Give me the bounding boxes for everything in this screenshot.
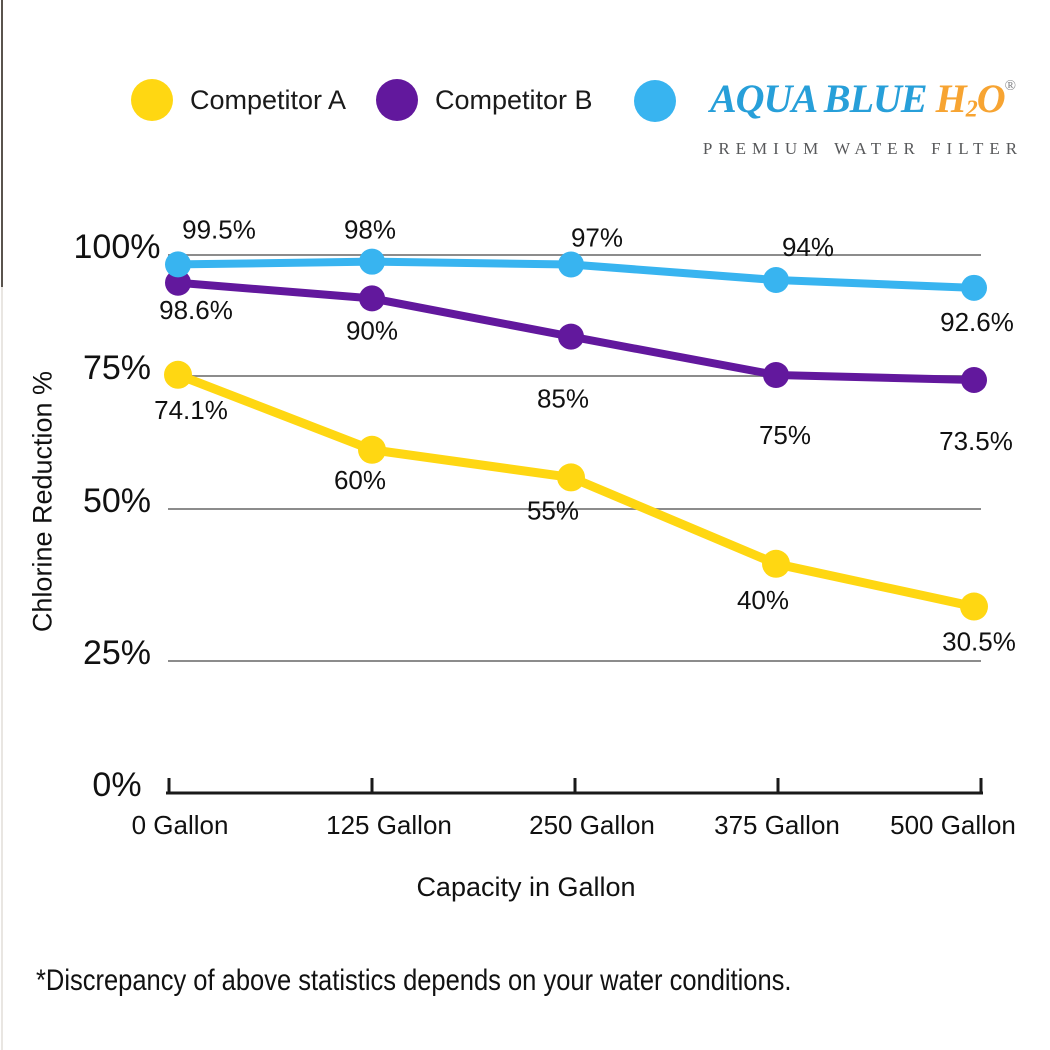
data-point-aqua-blue-h2o-1 — [359, 248, 385, 275]
data-label-aqua-blue-h2o-0: 99.5% — [182, 214, 256, 244]
y-tick-0: 0% — [92, 766, 142, 804]
data-point-competitor-a-3 — [762, 549, 790, 578]
data-label-aqua-blue-h2o-3: 94% — [782, 232, 834, 262]
data-label-competitor-b-2: 85% — [537, 384, 589, 414]
legend-swatch-aqua-blue — [634, 80, 676, 122]
scan-edge-artifact-light — [1, 287, 3, 1050]
brand-logo: AQUA BLUE H2O® PREMIUM WATER FILTER — [688, 60, 1038, 159]
legend-label-competitor-b: Competitor B — [435, 84, 593, 115]
data-point-competitor-b-3 — [763, 362, 789, 388]
data-point-aqua-blue-h2o-4 — [961, 274, 987, 301]
data-label-competitor-a-0: 74.1% — [154, 395, 228, 425]
data-label-competitor-a-4: 30.5% — [942, 627, 1016, 657]
data-point-competitor-b-2 — [558, 323, 584, 350]
registered-trademark-icon: ® — [1004, 78, 1017, 94]
data-point-competitor-b-1 — [359, 285, 385, 312]
data-label-aqua-blue-h2o-1: 98% — [344, 215, 396, 245]
data-label-competitor-b-3: 75% — [759, 420, 811, 450]
x-axis-title: Capacity in Gallon — [416, 872, 636, 902]
data-label-competitor-a-1: 60% — [334, 465, 386, 495]
brand-tagline: PREMIUM WATER FILTER — [702, 139, 1024, 159]
y-tick-100: 100% — [73, 228, 161, 266]
x-tick-125-gallon: 125 Gallon — [326, 810, 452, 840]
brand-name-main: AQUA BLUE — [709, 76, 928, 121]
x-tick-375-gallon: 375 Gallon — [714, 810, 840, 840]
footnote: *Discrepancy of above statistics depends… — [36, 964, 792, 997]
scan-edge-artifact-dark — [1, 0, 3, 287]
data-point-aqua-blue-h2o-2 — [558, 251, 584, 278]
y-axis-title: Chlorine Reduction % — [27, 370, 58, 633]
data-point-competitor-b-0 — [165, 269, 191, 296]
data-label-aqua-blue-h2o-4: 92.6% — [940, 307, 1014, 337]
data-point-competitor-a-1 — [358, 435, 386, 464]
data-label-aqua-blue-h2o-2: 97% — [571, 223, 623, 253]
data-label-competitor-b-1: 90% — [346, 315, 398, 345]
brand-name: AQUA BLUE H2O® — [688, 60, 1038, 135]
data-point-competitor-a-0 — [164, 360, 192, 389]
data-label-competitor-b-0: 98.6% — [159, 295, 233, 325]
legend-label-competitor-a: Competitor A — [190, 84, 347, 115]
data-label-competitor-a-3: 40% — [737, 585, 789, 615]
legend-item-competitor-a: Competitor A — [131, 79, 346, 121]
data-label-competitor-a-2: 55% — [527, 495, 579, 525]
y-tick-50: 50% — [82, 482, 152, 520]
y-tick-75: 75% — [82, 349, 152, 387]
data-point-aqua-blue-h2o-0 — [165, 251, 191, 278]
y-tick-25: 25% — [82, 634, 152, 672]
data-label-competitor-b-4: 73.5% — [939, 426, 1013, 456]
legend-item-competitor-b: Competitor B — [376, 79, 593, 121]
x-tick-500-gallon: 500 Gallon — [890, 810, 1016, 840]
data-point-competitor-b-4 — [961, 366, 987, 393]
data-point-competitor-a-2 — [557, 463, 585, 492]
data-point-competitor-a-4 — [960, 592, 988, 621]
brand-formula: H2O — [935, 76, 1006, 123]
legend-swatch-competitor-b — [376, 79, 418, 121]
data-point-aqua-blue-h2o-3 — [763, 267, 789, 294]
legend-item-aqua-blue — [634, 80, 676, 122]
x-tick-0-gallon: 0 Gallon — [131, 810, 229, 840]
legend-swatch-competitor-a — [131, 79, 173, 121]
x-tick-250-gallon: 250 Gallon — [529, 810, 655, 840]
